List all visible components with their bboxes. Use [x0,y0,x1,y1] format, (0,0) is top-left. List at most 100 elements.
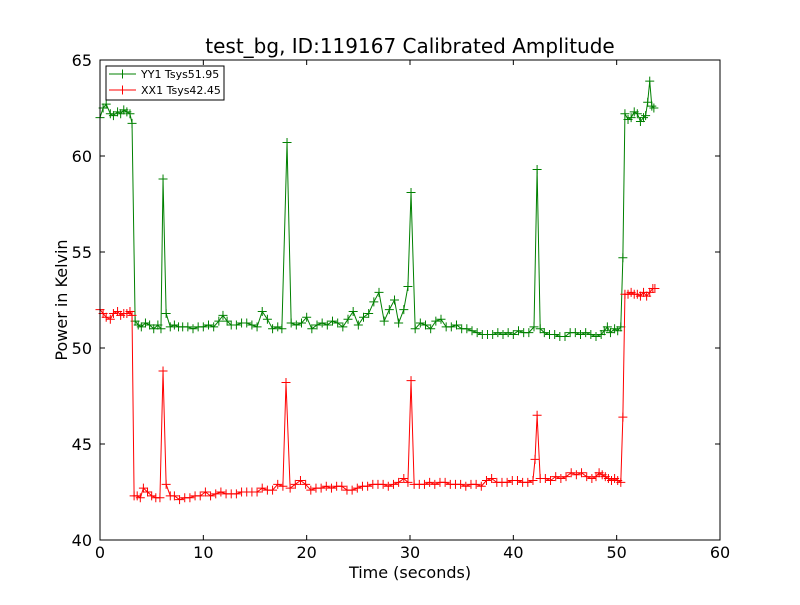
series-1-line [99,287,655,501]
series-1-point [471,479,481,489]
series-0-line [99,81,655,338]
legend-box [105,65,225,101]
y-axis-label: Power in Kelvin [52,239,71,360]
series-1-point [195,491,205,501]
series-0-point [127,118,137,128]
legend-label-yy1: YY1 Tsys51.95 [140,68,219,81]
x-tick-label: 20 [296,543,316,562]
series-0-point [415,318,425,328]
x-tick-label: 10 [193,543,213,562]
series-1-point [616,477,626,487]
series-1-point [523,477,533,487]
y-tick-label: 40 [72,531,92,550]
series-0-point [328,316,337,326]
series-1-point [399,474,409,484]
series-0-point [436,314,446,324]
series-1-point [143,487,153,497]
series-1-point [285,483,295,493]
series-1-point [461,481,471,491]
legend-entry-xx1: XX1 Tsys42.45 [109,84,221,97]
series-1-point [169,491,179,501]
series-0-point [514,326,523,336]
series-0-point [576,330,585,340]
series-0-point [570,328,580,338]
series-1-point [406,376,416,386]
series-0-point [462,324,472,334]
series-0-point [535,324,545,334]
series-1-point [175,495,185,505]
series-1-point [378,479,388,489]
series-1-point [582,472,592,482]
series-0-point [156,324,166,334]
x-tick-label: 50 [606,543,626,562]
series-1-point [650,283,660,293]
series-1-point [430,479,440,489]
y-axis: 40 45 50 55 60 65 [72,51,720,550]
series-1-point [512,475,522,485]
series-0-point [322,320,332,330]
series-0-point [252,322,262,332]
series-0 [95,76,659,341]
series-1-point [347,485,357,495]
series-0-point [379,316,389,326]
series-1-point [108,308,118,318]
series-0-point [639,113,649,123]
series-0-point [369,297,379,307]
series-0-point [626,113,636,123]
legend-entry-yy1: YY1 Tsys51.95 [109,68,219,81]
chart-title: test_bg, ID:119167 Calibrated Amplitude [205,34,614,58]
series-0-point [343,314,353,324]
series-0-point [431,316,441,326]
series-0-point [616,322,626,332]
series-0-point [591,331,601,341]
legend: YY1 Tsys51.95 XX1 Tsys42.45 [105,65,225,101]
series-0-point [145,320,155,330]
series-0-point [353,320,363,330]
series-0-point [333,318,343,328]
series-0-point [214,316,224,326]
y-tick-label: 60 [72,147,92,166]
series-0-point [421,320,430,330]
series-0-point [204,320,213,330]
series-1-point [316,483,326,493]
series-0-point [532,164,542,174]
series-0-point [503,328,513,338]
series-1-point [561,472,571,482]
series-0-point [273,322,283,332]
series-1-point [147,491,157,501]
series-0-point [399,305,409,315]
series-0-point [394,318,404,328]
series-1-point [540,474,550,484]
series-1-point [546,475,556,485]
series-0-point [410,324,420,334]
series-0-point [317,318,327,328]
series-0-point [218,310,228,320]
series-0-point [524,328,534,338]
x-tick-label: 30 [400,543,420,562]
series-0-point [140,318,150,328]
series-0-point [338,322,348,332]
series-0-point [620,109,630,119]
series-1-point [403,477,413,487]
series-0-point [257,307,267,317]
series-1-point [487,474,497,484]
series-1-point [440,477,450,487]
series-1-point [135,493,145,503]
x-tick-label: 0 [95,543,105,562]
series-0-point [384,305,394,315]
series-1-point [155,493,165,503]
series-1-point [551,472,561,482]
series-0-point [641,111,651,121]
series-1-point [528,475,538,485]
series-0-point [446,322,456,332]
series-1-point [268,485,278,495]
series-1-point [101,312,111,322]
series-1-point [556,474,566,484]
x-axis-label: Time (seconds) [348,563,471,582]
series-0-point [108,111,118,121]
series-1-point [301,479,311,489]
series-1-point [257,483,267,493]
series-1-point [161,479,171,489]
series-0-point [348,307,358,317]
